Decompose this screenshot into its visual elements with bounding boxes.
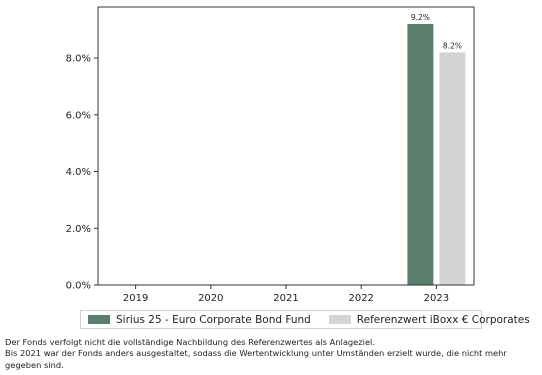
chart-legend: Sirius 25 - Euro Corporate Bond Fund Ref…: [80, 310, 530, 329]
data-label: 9.2%: [411, 13, 430, 22]
legend-item-benchmark: Referenzwert iBoxx € Corporates: [328, 313, 530, 326]
plot-frame: [97, 6, 475, 286]
legend-swatch-benchmark: [328, 315, 351, 324]
legend-label-fund: Sirius 25 - Euro Corporate Bond Fund: [116, 313, 311, 326]
x-tick-label: 2020: [198, 293, 223, 304]
footnote-2: Bis 2021 war der Fonds anders ausgestalt…: [5, 348, 507, 370]
x-tick-label: 2022: [348, 293, 373, 304]
x-tick-label: 2023: [424, 293, 449, 304]
data-label: 8.2%: [443, 41, 462, 50]
y-tick-label: 0.0%: [66, 281, 91, 292]
legend-swatch-fund: [88, 315, 110, 324]
legend-label-benchmark: Referenzwert iBoxx € Corporates: [356, 313, 530, 326]
x-tick-label: 2019: [123, 293, 148, 304]
x-tick-label: 2021: [273, 293, 298, 304]
bar-chart: 0.0% 2.0% 4.0% 6.0% 8.0% 2019 2020 2021 2022 202…: [66, 6, 475, 304]
y-tick-label: 6.0%: [66, 110, 91, 121]
y-tick-label: 2.0%: [66, 224, 91, 235]
bar-fund: [407, 24, 434, 285]
footnote-1: Der Fonds verfolgt nicht die vollständig…: [5, 337, 375, 347]
bar-benchmark: [439, 52, 466, 285]
legend-item-fund: Sirius 25 - Euro Corporate Bond Fund: [88, 314, 311, 326]
y-tick-label: 4.0%: [66, 167, 91, 178]
footnotes: Der Fonds verfolgt nicht die vollständig…: [5, 337, 541, 371]
y-tick-label: 8.0%: [66, 54, 91, 65]
